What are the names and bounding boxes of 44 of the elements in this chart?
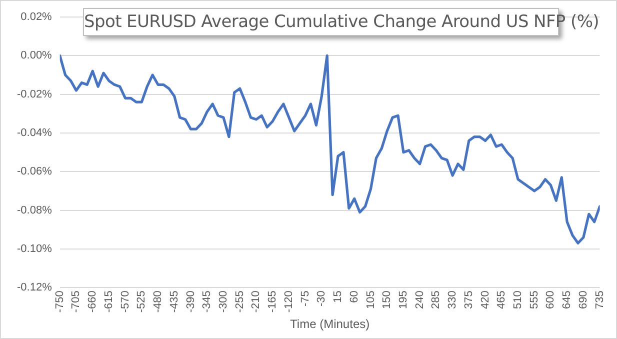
x-tick-label: -165 bbox=[266, 290, 279, 313]
x-tick-label: -390 bbox=[184, 290, 197, 313]
x-tick-label: 465 bbox=[496, 290, 508, 309]
x-tick-label: 690 bbox=[577, 290, 590, 309]
x-tick-label: 420 bbox=[479, 290, 492, 309]
x-tick-label: 510 bbox=[512, 290, 524, 309]
x-tick-label: 105 bbox=[364, 290, 377, 309]
x-tick-label: 645 bbox=[561, 290, 574, 309]
x-tick-label: 60 bbox=[348, 290, 360, 303]
x-tick-label: -300 bbox=[218, 290, 230, 313]
x-tick-label: -660 bbox=[86, 290, 99, 313]
y-tick-label: 0.00% bbox=[20, 50, 52, 62]
x-tick-label: 600 bbox=[544, 290, 557, 309]
x-tick-label: -480 bbox=[152, 290, 164, 313]
y-tick-label: 0.02% bbox=[20, 11, 52, 24]
x-tick-label: -210 bbox=[250, 290, 262, 313]
y-tick-label: -0.10% bbox=[16, 242, 52, 255]
y-tick-label: -0.06% bbox=[16, 166, 52, 178]
y-tick-label: -0.12% bbox=[16, 282, 52, 294]
x-tick-label: -570 bbox=[119, 290, 132, 313]
x-tick-label: 735 bbox=[594, 290, 606, 309]
x-tick-label: -120 bbox=[282, 290, 295, 313]
x-tick-label: -30 bbox=[316, 290, 328, 306]
x-tick-label: -525 bbox=[136, 290, 148, 313]
x-tick-label: -435 bbox=[168, 290, 180, 313]
x-tick-label: 555 bbox=[528, 290, 540, 309]
y-tick-label: -0.02% bbox=[16, 88, 52, 100]
x-tick-label: 240 bbox=[414, 290, 426, 309]
x-tick-label: 285 bbox=[430, 290, 442, 309]
y-tick-label: -0.08% bbox=[16, 204, 52, 216]
x-tick-label: -750 bbox=[54, 290, 66, 313]
x-tick-label: 375 bbox=[462, 290, 475, 309]
x-tick-label: 195 bbox=[397, 290, 410, 309]
x-tick-label: -255 bbox=[234, 290, 246, 313]
x-tick-label: -345 bbox=[201, 290, 214, 313]
x-tick-label: -705 bbox=[70, 290, 82, 313]
x-tick-label: 150 bbox=[381, 290, 394, 309]
chart-title: Spot EURUSD Average Cumulative Change Around US NFP (%) bbox=[83, 11, 600, 34]
x-tick-label: 330 bbox=[446, 290, 459, 309]
x-tick-label: 15 bbox=[332, 290, 344, 303]
x-axis-title: Time (Minutes) bbox=[290, 317, 370, 332]
y-tick-label: -0.04% bbox=[16, 126, 52, 139]
x-tick-label: -75 bbox=[299, 290, 312, 306]
x-tick-label: -615 bbox=[102, 290, 115, 313]
